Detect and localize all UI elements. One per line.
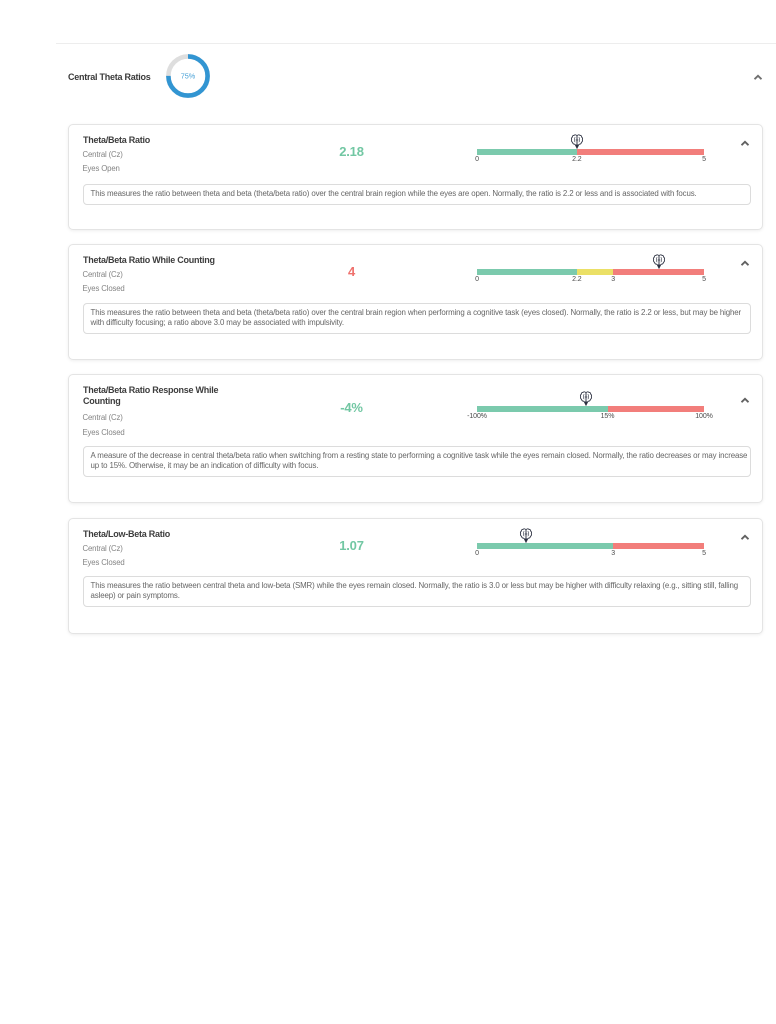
svg-text:75%: 75% [181,72,196,81]
